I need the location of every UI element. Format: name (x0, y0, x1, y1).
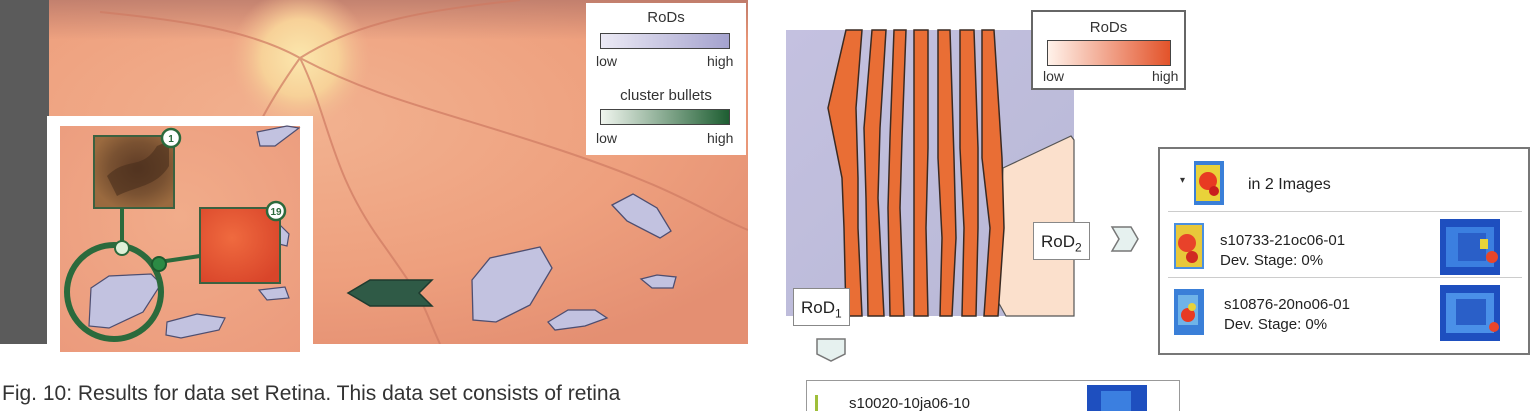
navigation-arrow[interactable] (346, 279, 434, 307)
item-heatmap-preview (1440, 219, 1500, 275)
cluster-bullet-19[interactable]: 19 (265, 200, 287, 222)
item-name: s10876-20no06-01 (1224, 296, 1350, 313)
rods-right-low-label: low (1043, 68, 1065, 84)
rod1-expand-icon[interactable] (814, 336, 848, 364)
list-item-partial[interactable]: s10020-10ja06-10 (806, 380, 1180, 411)
rod2-label-text: RoD (1041, 232, 1076, 251)
item-heatmap-thumbnail (1174, 289, 1204, 335)
rods-high-label: high (707, 53, 734, 69)
rod1-stack[interactable] (827, 29, 1005, 317)
rods-right-high-label: high (1152, 68, 1179, 84)
rods-legend-title: RoDs (647, 9, 685, 26)
cluster-bullets-legend-title: cluster bullets (620, 87, 712, 104)
cluster-bullet-1[interactable]: 1 (160, 127, 182, 149)
rod2-label: RoD2 (1033, 222, 1090, 260)
rod1-label-text: RoD (801, 298, 836, 317)
rod2-label-index: 2 (1075, 240, 1082, 255)
image-group-header[interactable]: ▾ in 2 Images (1168, 155, 1522, 212)
group-heatmap-thumbnail (1194, 161, 1224, 205)
item-heatmap-thumbnail (1174, 223, 1204, 269)
item-stage: Dev. Stage: 0% (1220, 252, 1324, 269)
rods-legend-right-title: RoDs (1089, 19, 1128, 36)
image-list-panel: ▾ in 2 Images s10733-21oc06-01 Dev. Stag… (1158, 147, 1530, 355)
cluster-bullets-color-scale (600, 109, 730, 125)
figure-caption: Fig. 10: Results for data set Retina. Th… (2, 382, 621, 405)
item-heatmap-preview (1440, 285, 1500, 341)
rod-stack-view (786, 28, 1076, 318)
bullets-low-label: low (596, 130, 618, 146)
cluster-detail-inset: 1 19 (47, 116, 313, 354)
item-stage: Dev. Stage: 0% (1224, 316, 1328, 333)
rod2-expand-icon[interactable] (1109, 224, 1141, 254)
item-heatmap-preview (1087, 385, 1147, 411)
list-item[interactable]: s10733-21oc06-01 Dev. Stage: 0% (1168, 215, 1522, 278)
cluster-patch-1[interactable] (93, 135, 175, 209)
item-color-marker (815, 395, 818, 411)
cluster-bullet-19-count: 19 (270, 207, 282, 218)
list-item[interactable]: s10876-20no06-01 Dev. Stage: 0% (1168, 281, 1522, 343)
group-header-text: in 2 Images (1248, 176, 1331, 193)
item-name: s10020-10ja06-10 (849, 395, 970, 411)
rods-low-label: low (596, 53, 618, 69)
rods-legend-right: RoDs low high (1031, 10, 1186, 90)
collapse-triangle-icon[interactable]: ▾ (1180, 175, 1186, 186)
item-name: s10733-21oc06-01 (1220, 232, 1346, 249)
rods-color-scale (600, 33, 730, 49)
cluster-patch-19[interactable] (199, 207, 281, 284)
bullets-high-label: high (707, 130, 734, 146)
rod1-label-index: 1 (835, 306, 842, 321)
rods-right-color-scale (1047, 40, 1171, 66)
rods-legend: RoDs low high cluster bullets low high (586, 3, 746, 155)
rod1-label: RoD1 (793, 288, 850, 326)
cluster-bullet-1-count: 1 (168, 134, 174, 145)
